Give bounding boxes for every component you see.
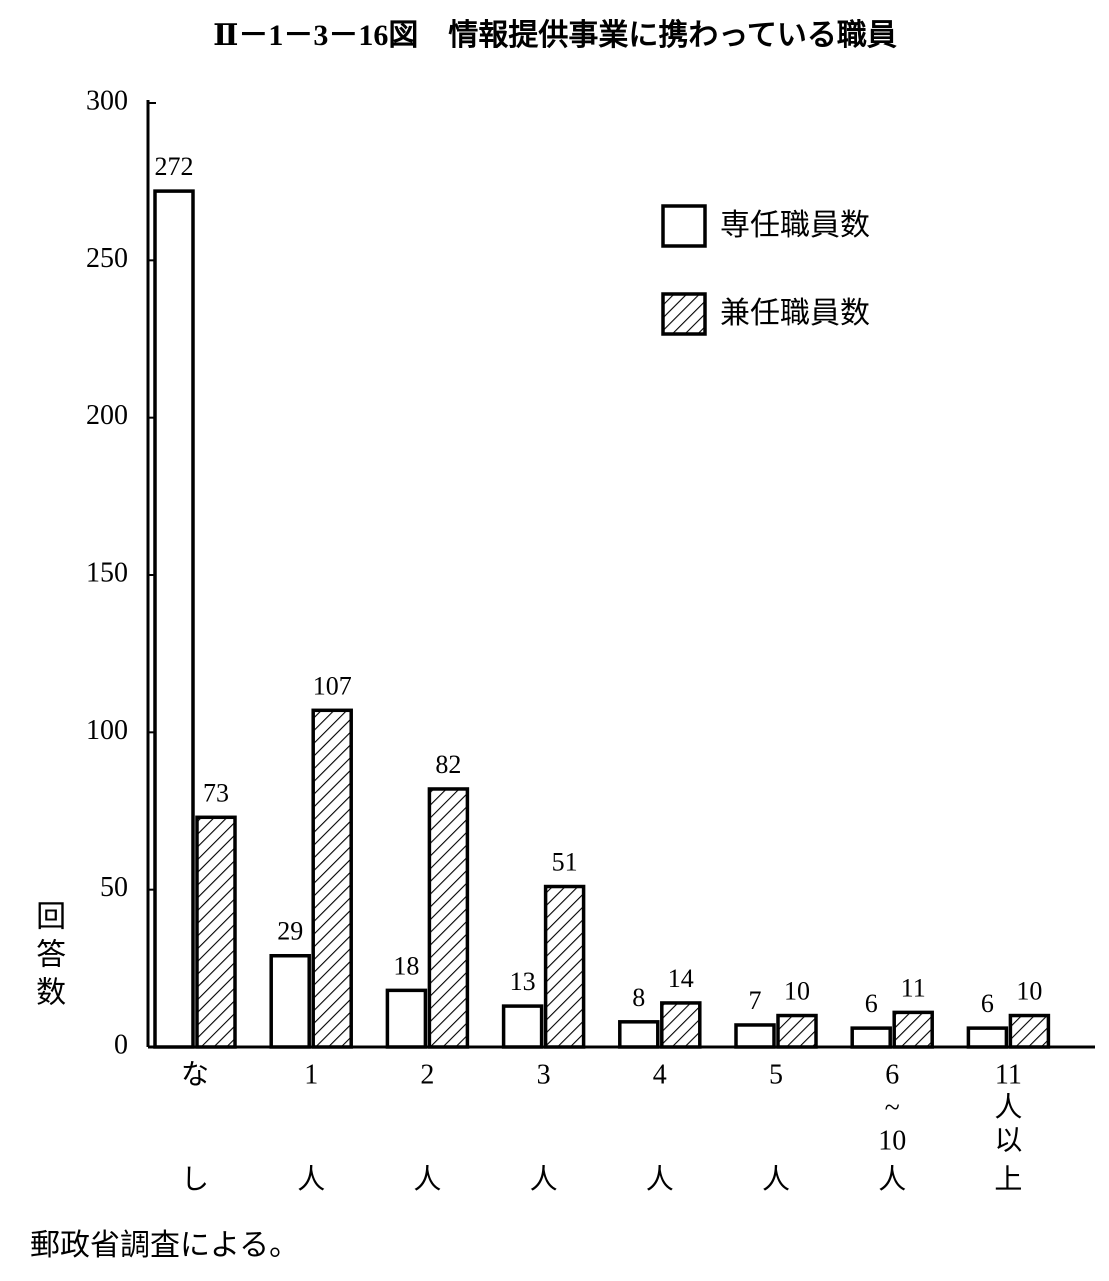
x-tick-label: 6	[885, 1059, 899, 1090]
data-label: 73	[203, 778, 229, 807]
bar	[892, 1010, 934, 1049]
data-label: 8	[632, 983, 645, 1012]
data-label: 51	[552, 847, 578, 876]
x-tick-label: 2	[420, 1059, 434, 1090]
bar	[269, 953, 311, 1049]
data-label: 14	[668, 964, 694, 993]
bar	[966, 1026, 1009, 1049]
x-tick-label: 5	[769, 1059, 783, 1090]
bar	[501, 1004, 544, 1049]
x-tick-label: 3	[537, 1059, 551, 1090]
y-tick-label: 0	[114, 1029, 128, 1060]
data-label: 82	[435, 750, 461, 779]
bar	[850, 1026, 892, 1049]
x-tick-label: 人	[878, 1164, 906, 1195]
x-tick-label: 上	[994, 1164, 1022, 1195]
y-tick-label: 100	[86, 715, 128, 746]
bar	[427, 787, 470, 1049]
y-axis-label: 回答数	[31, 900, 65, 1014]
x-tick-label: 4	[653, 1059, 667, 1090]
y-tick-label: 200	[86, 400, 128, 431]
y-tick-label: 300	[86, 85, 128, 116]
x-tick-label: 人	[994, 1092, 1022, 1123]
x-tick-label: 10	[878, 1125, 906, 1156]
y-tick-label: 50	[100, 872, 128, 903]
x-tick-label: 人	[413, 1164, 441, 1195]
chart-title: Ⅱ－1－3－16図 情報提供事業に携わっている職員	[213, 19, 897, 52]
bar	[153, 189, 195, 1049]
x-tick-label: 人	[646, 1164, 674, 1195]
x-tick-label: 以	[994, 1125, 1022, 1156]
x-tick-label: 人	[762, 1164, 790, 1195]
data-label: 107	[313, 671, 352, 700]
bar	[776, 1013, 818, 1049]
x-tick-label: 人	[297, 1164, 325, 1195]
data-label: 29	[277, 917, 303, 946]
data-label: 6	[981, 989, 994, 1018]
bar	[195, 815, 237, 1049]
bar	[618, 1020, 660, 1049]
data-label: 18	[393, 951, 419, 980]
data-label: 6	[865, 989, 878, 1018]
bar	[734, 1023, 776, 1049]
data-label: 11	[901, 973, 926, 1002]
x-tick-label: 1	[304, 1059, 318, 1090]
legend-label: 専任職員数	[720, 209, 870, 242]
bar	[311, 708, 353, 1049]
data-label: 10	[1016, 977, 1042, 1006]
x-tick-label: 人	[530, 1164, 558, 1195]
source-note: 郵政省調査による。	[30, 1229, 299, 1262]
y-tick-label: 250	[86, 243, 128, 274]
bar	[385, 988, 428, 1049]
bar	[1008, 1013, 1051, 1049]
bar	[543, 884, 586, 1049]
bar	[660, 1001, 702, 1049]
legend-swatch	[661, 292, 707, 336]
x-tick-label: ~	[885, 1092, 900, 1123]
data-label: 7	[749, 986, 762, 1015]
x-tick-label: な	[181, 1059, 209, 1090]
legend-swatch	[661, 204, 707, 248]
x-tick-label: し	[181, 1164, 209, 1195]
data-label: 272	[155, 152, 194, 181]
data-label: 10	[784, 977, 810, 1006]
y-tick-label: 150	[86, 557, 128, 588]
data-label: 13	[510, 967, 536, 996]
legend-label: 兼任職員数	[720, 297, 870, 330]
x-tick-label: 11	[995, 1059, 1022, 1090]
